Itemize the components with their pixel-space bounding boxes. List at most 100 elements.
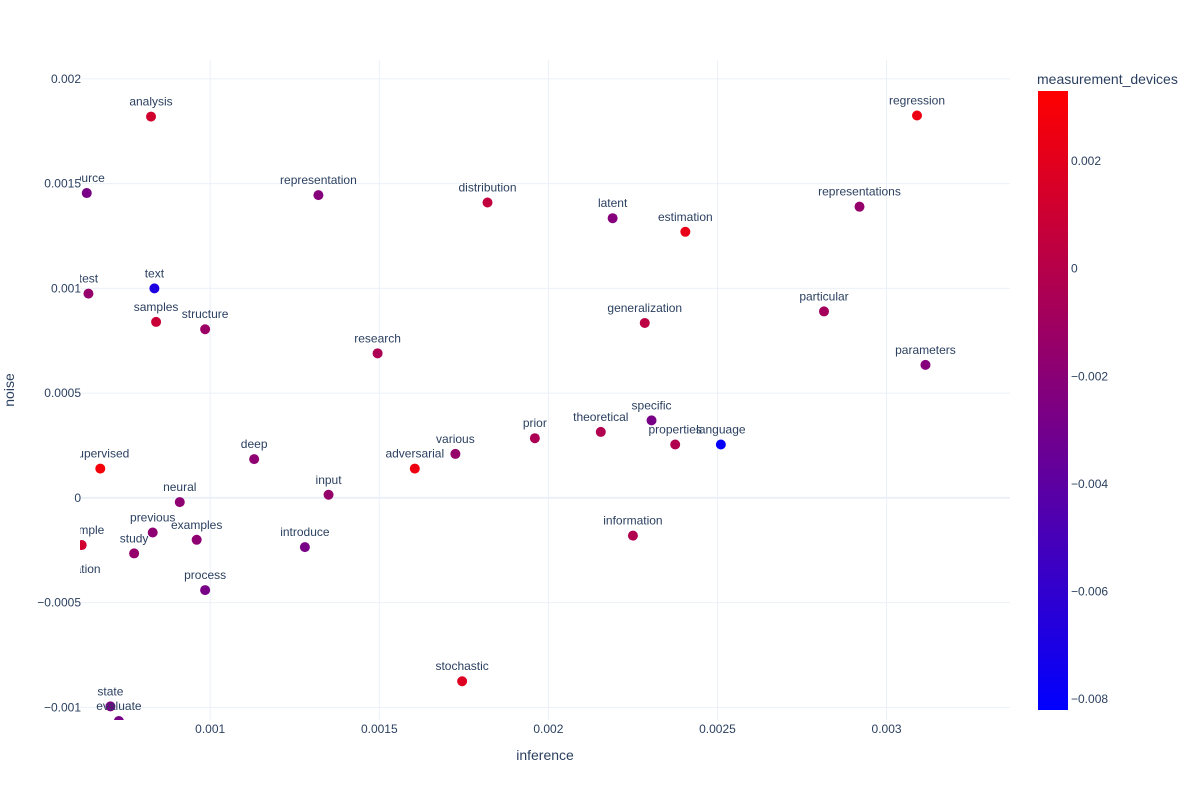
scatter-point[interactable] <box>646 415 657 426</box>
x-axis-ticks: 0.001 0.0015 0.002 0.0025 0.003 <box>195 722 902 736</box>
colorbar-tick-label: −0.002 <box>1071 369 1108 383</box>
point-label: representations <box>818 185 901 199</box>
point-label: generalization <box>607 301 682 315</box>
scatter-point[interactable] <box>670 439 681 450</box>
scatter-point[interactable] <box>149 283 160 294</box>
scatter-point[interactable] <box>639 317 650 328</box>
x-tick-label: 0.003 <box>872 722 902 736</box>
point-label: stochastic <box>435 659 488 673</box>
colorbar-tick-label: −0.008 <box>1071 692 1108 706</box>
point-label: evaluation <box>46 562 101 576</box>
data-points: analysis regression source representation di… <box>46 94 956 726</box>
scatter-point[interactable] <box>105 701 116 712</box>
scatter-point[interactable] <box>607 213 618 224</box>
scatter-point[interactable] <box>450 448 461 459</box>
scatter-point[interactable] <box>200 324 211 335</box>
x-tick-label: 0.0015 <box>361 722 398 736</box>
y-axis-ticks: −0.001 −0.0005 0 0.0005 0.001 0.0015 0.002 <box>37 72 81 715</box>
point-label: introduce <box>280 525 330 539</box>
scatter-point[interactable] <box>680 226 691 237</box>
scatter-point[interactable] <box>77 540 87 551</box>
point-label: text <box>145 266 165 280</box>
y-tick-label: 0.001 <box>51 281 81 295</box>
point-label: supervised <box>71 447 129 461</box>
scatter-point[interactable] <box>191 534 202 545</box>
y-tick-label: 0.0015 <box>44 177 81 191</box>
x-tick-label: 0.002 <box>533 722 563 736</box>
scatter-point[interactable] <box>715 439 726 450</box>
point-label: neural <box>163 480 196 494</box>
scatter-point[interactable] <box>313 190 324 201</box>
point-label: research <box>354 331 401 345</box>
point-label: prior <box>523 416 547 430</box>
point-label: examples <box>171 518 222 532</box>
point-label: distribution <box>458 180 516 194</box>
x-tick-label: 0.0025 <box>699 722 736 736</box>
point-label: state <box>97 684 123 698</box>
scatter-point[interactable] <box>249 454 260 465</box>
scatter-point[interactable] <box>819 306 829 317</box>
y-tick-label: 0.002 <box>51 72 81 86</box>
colorbar-tick-label: 0 <box>1071 262 1078 276</box>
point-label: particular <box>799 289 848 303</box>
point-label: regression <box>889 94 945 108</box>
point-label: various <box>436 432 475 446</box>
scatter-point[interactable] <box>409 463 420 474</box>
point-label: source <box>69 171 105 185</box>
point-label: input <box>316 473 343 487</box>
scatter-point[interactable] <box>912 110 922 121</box>
point-label: theoretical <box>573 410 628 424</box>
point-label: information <box>603 514 662 528</box>
scatter-point[interactable] <box>200 585 211 596</box>
scatter-point[interactable] <box>457 676 468 687</box>
x-tick-label: 0.001 <box>195 722 225 736</box>
scatter-point[interactable] <box>372 348 383 359</box>
point-label: estimation <box>658 210 713 224</box>
scatter-point[interactable] <box>482 197 493 208</box>
y-tick-label: 0.0005 <box>44 386 81 400</box>
scatter-point[interactable] <box>595 426 606 437</box>
point-label: test <box>79 272 99 286</box>
scatter-point[interactable] <box>529 433 540 444</box>
y-axis-title: noise <box>1 373 17 407</box>
scatter-point[interactable] <box>174 497 185 508</box>
point-label: previous <box>130 510 175 524</box>
point-label: analysis <box>129 95 172 109</box>
point-label: samples <box>134 300 179 314</box>
scatter-point[interactable] <box>68 579 78 589</box>
scatter-point[interactable] <box>114 716 124 726</box>
scatter-point[interactable] <box>299 542 310 553</box>
point-label: study <box>120 531 149 545</box>
colorbar-title: measurement_devices <box>1037 71 1178 87</box>
colorbar-tick-label: 0.002 <box>1071 154 1101 168</box>
colorbar-tick-label: −0.006 <box>1071 585 1108 599</box>
grid-lines <box>80 60 1010 720</box>
plot-area <box>80 60 1010 720</box>
scatter-point[interactable] <box>95 463 106 474</box>
scatter-point[interactable] <box>146 111 157 122</box>
point-label: representation <box>280 173 357 187</box>
scatter-point[interactable] <box>920 359 931 370</box>
colorbar-gradient <box>1038 91 1068 710</box>
scatter-point[interactable] <box>323 489 334 500</box>
point-label: example <box>59 523 105 537</box>
scatter-point[interactable] <box>627 530 638 541</box>
scatter-point[interactable] <box>81 188 92 199</box>
scatter-point[interactable] <box>151 316 162 327</box>
colorbar-ticks: 0.002 0 −0.002 −0.004 −0.006 −0.008 <box>1071 154 1108 706</box>
scatter-point[interactable] <box>147 527 158 538</box>
point-label: evaluate <box>96 699 142 713</box>
point-label: process <box>184 568 226 582</box>
point-label: adversarial <box>385 447 444 461</box>
scatter-point[interactable] <box>129 548 140 559</box>
scatter-point[interactable] <box>83 288 94 299</box>
point-label: structure <box>182 307 229 321</box>
point-label: deep <box>241 437 268 451</box>
y-tick-label: 0 <box>74 491 81 505</box>
point-label: language <box>696 422 746 436</box>
y-tick-label: −0.001 <box>44 700 81 714</box>
point-label: specific <box>632 398 672 412</box>
scatter-point[interactable] <box>854 201 865 212</box>
y-tick-label: −0.0005 <box>37 596 81 610</box>
